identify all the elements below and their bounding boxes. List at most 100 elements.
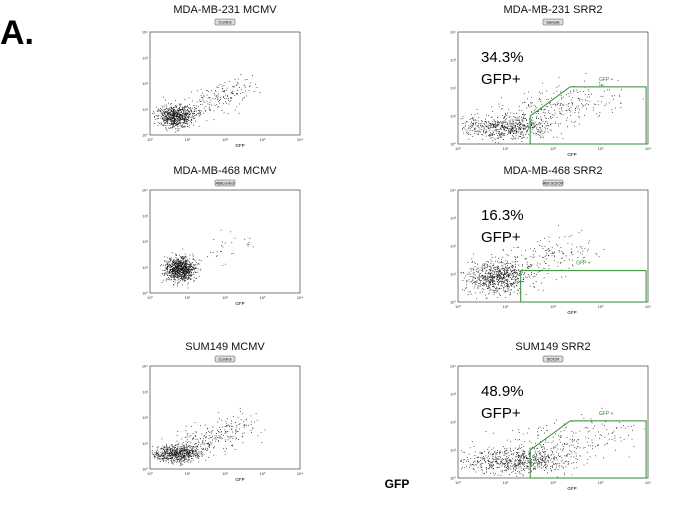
dot <box>229 80 230 82</box>
y-tick-label: 10⁴ <box>142 188 148 193</box>
x-tick-label: 10⁰ <box>147 471 153 476</box>
dot <box>518 460 519 461</box>
dot <box>182 260 184 262</box>
dot <box>236 93 238 94</box>
dot <box>523 92 525 94</box>
dot <box>482 291 484 293</box>
dot <box>198 109 200 111</box>
dot <box>168 118 169 120</box>
dot <box>566 104 568 106</box>
dot <box>498 274 500 276</box>
dot <box>562 252 563 254</box>
dot <box>491 448 493 450</box>
dot <box>189 451 191 453</box>
dot <box>466 280 468 282</box>
dot <box>171 257 173 259</box>
dot <box>541 125 543 126</box>
dot <box>506 269 507 271</box>
dot <box>182 274 183 276</box>
dot <box>189 455 191 456</box>
dot <box>567 242 569 244</box>
dot <box>472 135 474 137</box>
dot <box>182 257 184 259</box>
dot <box>167 277 169 278</box>
dot <box>187 449 188 450</box>
dot <box>182 452 183 453</box>
dot <box>498 292 500 294</box>
dot <box>502 265 504 267</box>
dot <box>178 129 180 131</box>
dot <box>226 418 228 420</box>
dot <box>209 97 211 98</box>
dot <box>517 454 519 456</box>
dot <box>538 123 539 125</box>
dot <box>173 267 174 269</box>
dot <box>488 125 490 126</box>
dot <box>613 98 615 100</box>
dot <box>527 130 528 132</box>
dot <box>170 448 172 449</box>
dot <box>224 429 226 431</box>
dot <box>595 435 596 437</box>
dot <box>517 123 519 125</box>
dot <box>502 250 504 251</box>
dot <box>238 424 240 425</box>
dot <box>506 285 507 286</box>
dot <box>195 115 197 116</box>
dot <box>541 246 543 247</box>
dot <box>195 262 197 263</box>
dot <box>527 265 529 267</box>
dot <box>537 271 539 273</box>
dot <box>539 263 541 265</box>
dot <box>508 123 510 125</box>
dot <box>500 273 502 274</box>
dot <box>186 106 188 108</box>
dot <box>179 271 181 273</box>
dot <box>499 133 501 135</box>
dot <box>489 284 491 285</box>
dot <box>167 272 169 274</box>
dot <box>539 453 540 454</box>
dot <box>187 445 189 447</box>
dot <box>183 456 185 457</box>
dot <box>502 132 504 134</box>
dot <box>570 111 571 113</box>
dot <box>221 251 222 252</box>
dot <box>162 118 163 120</box>
dot <box>169 109 171 111</box>
dot <box>544 268 546 269</box>
dot <box>513 274 514 276</box>
dot <box>226 98 228 99</box>
dot <box>493 453 494 454</box>
dot <box>519 123 521 125</box>
dot <box>183 457 185 459</box>
dot <box>491 278 493 280</box>
dot <box>176 265 178 267</box>
dot <box>503 271 505 272</box>
dot <box>505 464 506 466</box>
dot <box>177 270 179 272</box>
dot <box>550 104 552 106</box>
dot <box>186 266 188 268</box>
dot <box>232 92 233 94</box>
dot <box>472 277 474 278</box>
dot <box>190 278 192 279</box>
dot <box>161 438 163 440</box>
dot <box>495 127 497 128</box>
dot <box>518 455 520 457</box>
dot <box>181 278 182 280</box>
dot <box>488 282 490 284</box>
dot <box>198 276 200 277</box>
dot <box>256 419 258 421</box>
dot <box>193 451 195 453</box>
dot <box>488 462 489 464</box>
dot <box>524 273 525 275</box>
dot <box>582 104 583 106</box>
dot <box>572 254 574 255</box>
dot <box>170 275 172 276</box>
dot <box>228 103 230 105</box>
dot <box>166 110 168 112</box>
dot <box>486 126 487 127</box>
dot <box>545 462 546 464</box>
dot <box>492 123 494 125</box>
